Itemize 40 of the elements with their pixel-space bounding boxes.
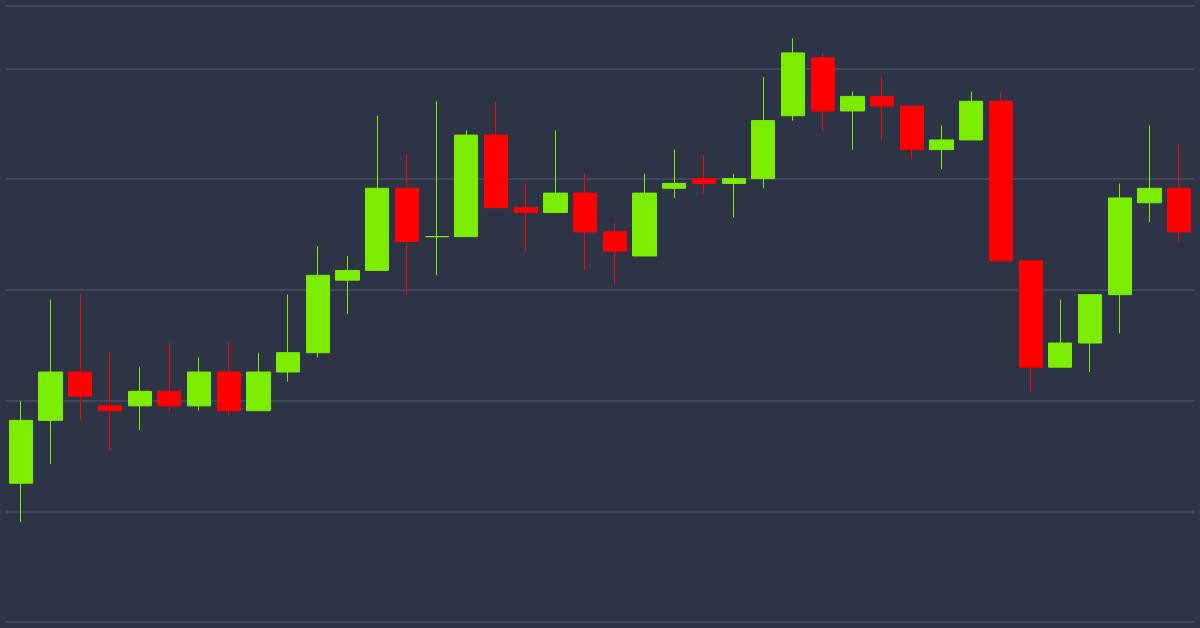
candlestick xyxy=(1019,260,1043,392)
candlestick xyxy=(1048,298,1072,368)
candlestick xyxy=(98,352,122,450)
candlestick xyxy=(751,76,775,189)
candlestick xyxy=(603,221,627,286)
candlestick xyxy=(38,298,63,465)
candlestick xyxy=(662,149,686,199)
candlestick xyxy=(454,129,478,238)
candlestick xyxy=(1108,182,1132,334)
candlestick xyxy=(722,173,746,218)
candlestick xyxy=(187,357,211,412)
candlestick xyxy=(870,76,894,141)
candlestick xyxy=(811,52,835,131)
candlestick xyxy=(217,342,241,417)
candlestick xyxy=(128,366,152,431)
candlestick xyxy=(1167,144,1191,242)
candlestick xyxy=(425,100,449,276)
candlestick xyxy=(989,91,1013,262)
candlestick xyxy=(335,255,360,315)
candlestick xyxy=(781,37,805,122)
candlestick xyxy=(840,91,865,151)
candlestick xyxy=(632,173,657,257)
candlestick xyxy=(959,91,983,141)
candlestick xyxy=(9,400,33,523)
candlestick xyxy=(306,245,330,359)
candlestick xyxy=(365,115,389,271)
candlestick xyxy=(573,173,597,271)
candlestick xyxy=(514,182,538,252)
candlestick xyxy=(929,124,954,170)
candlestick xyxy=(1137,124,1162,223)
candlestick xyxy=(276,294,300,383)
candlestick xyxy=(246,352,271,412)
candlestick xyxy=(68,294,92,421)
candlestick xyxy=(900,105,924,160)
candlestick xyxy=(1078,294,1102,373)
candlestick xyxy=(692,153,716,194)
candlestick xyxy=(395,153,419,296)
candlestick xyxy=(543,129,568,213)
candlestick xyxy=(484,100,508,209)
candlestick xyxy=(157,342,181,412)
